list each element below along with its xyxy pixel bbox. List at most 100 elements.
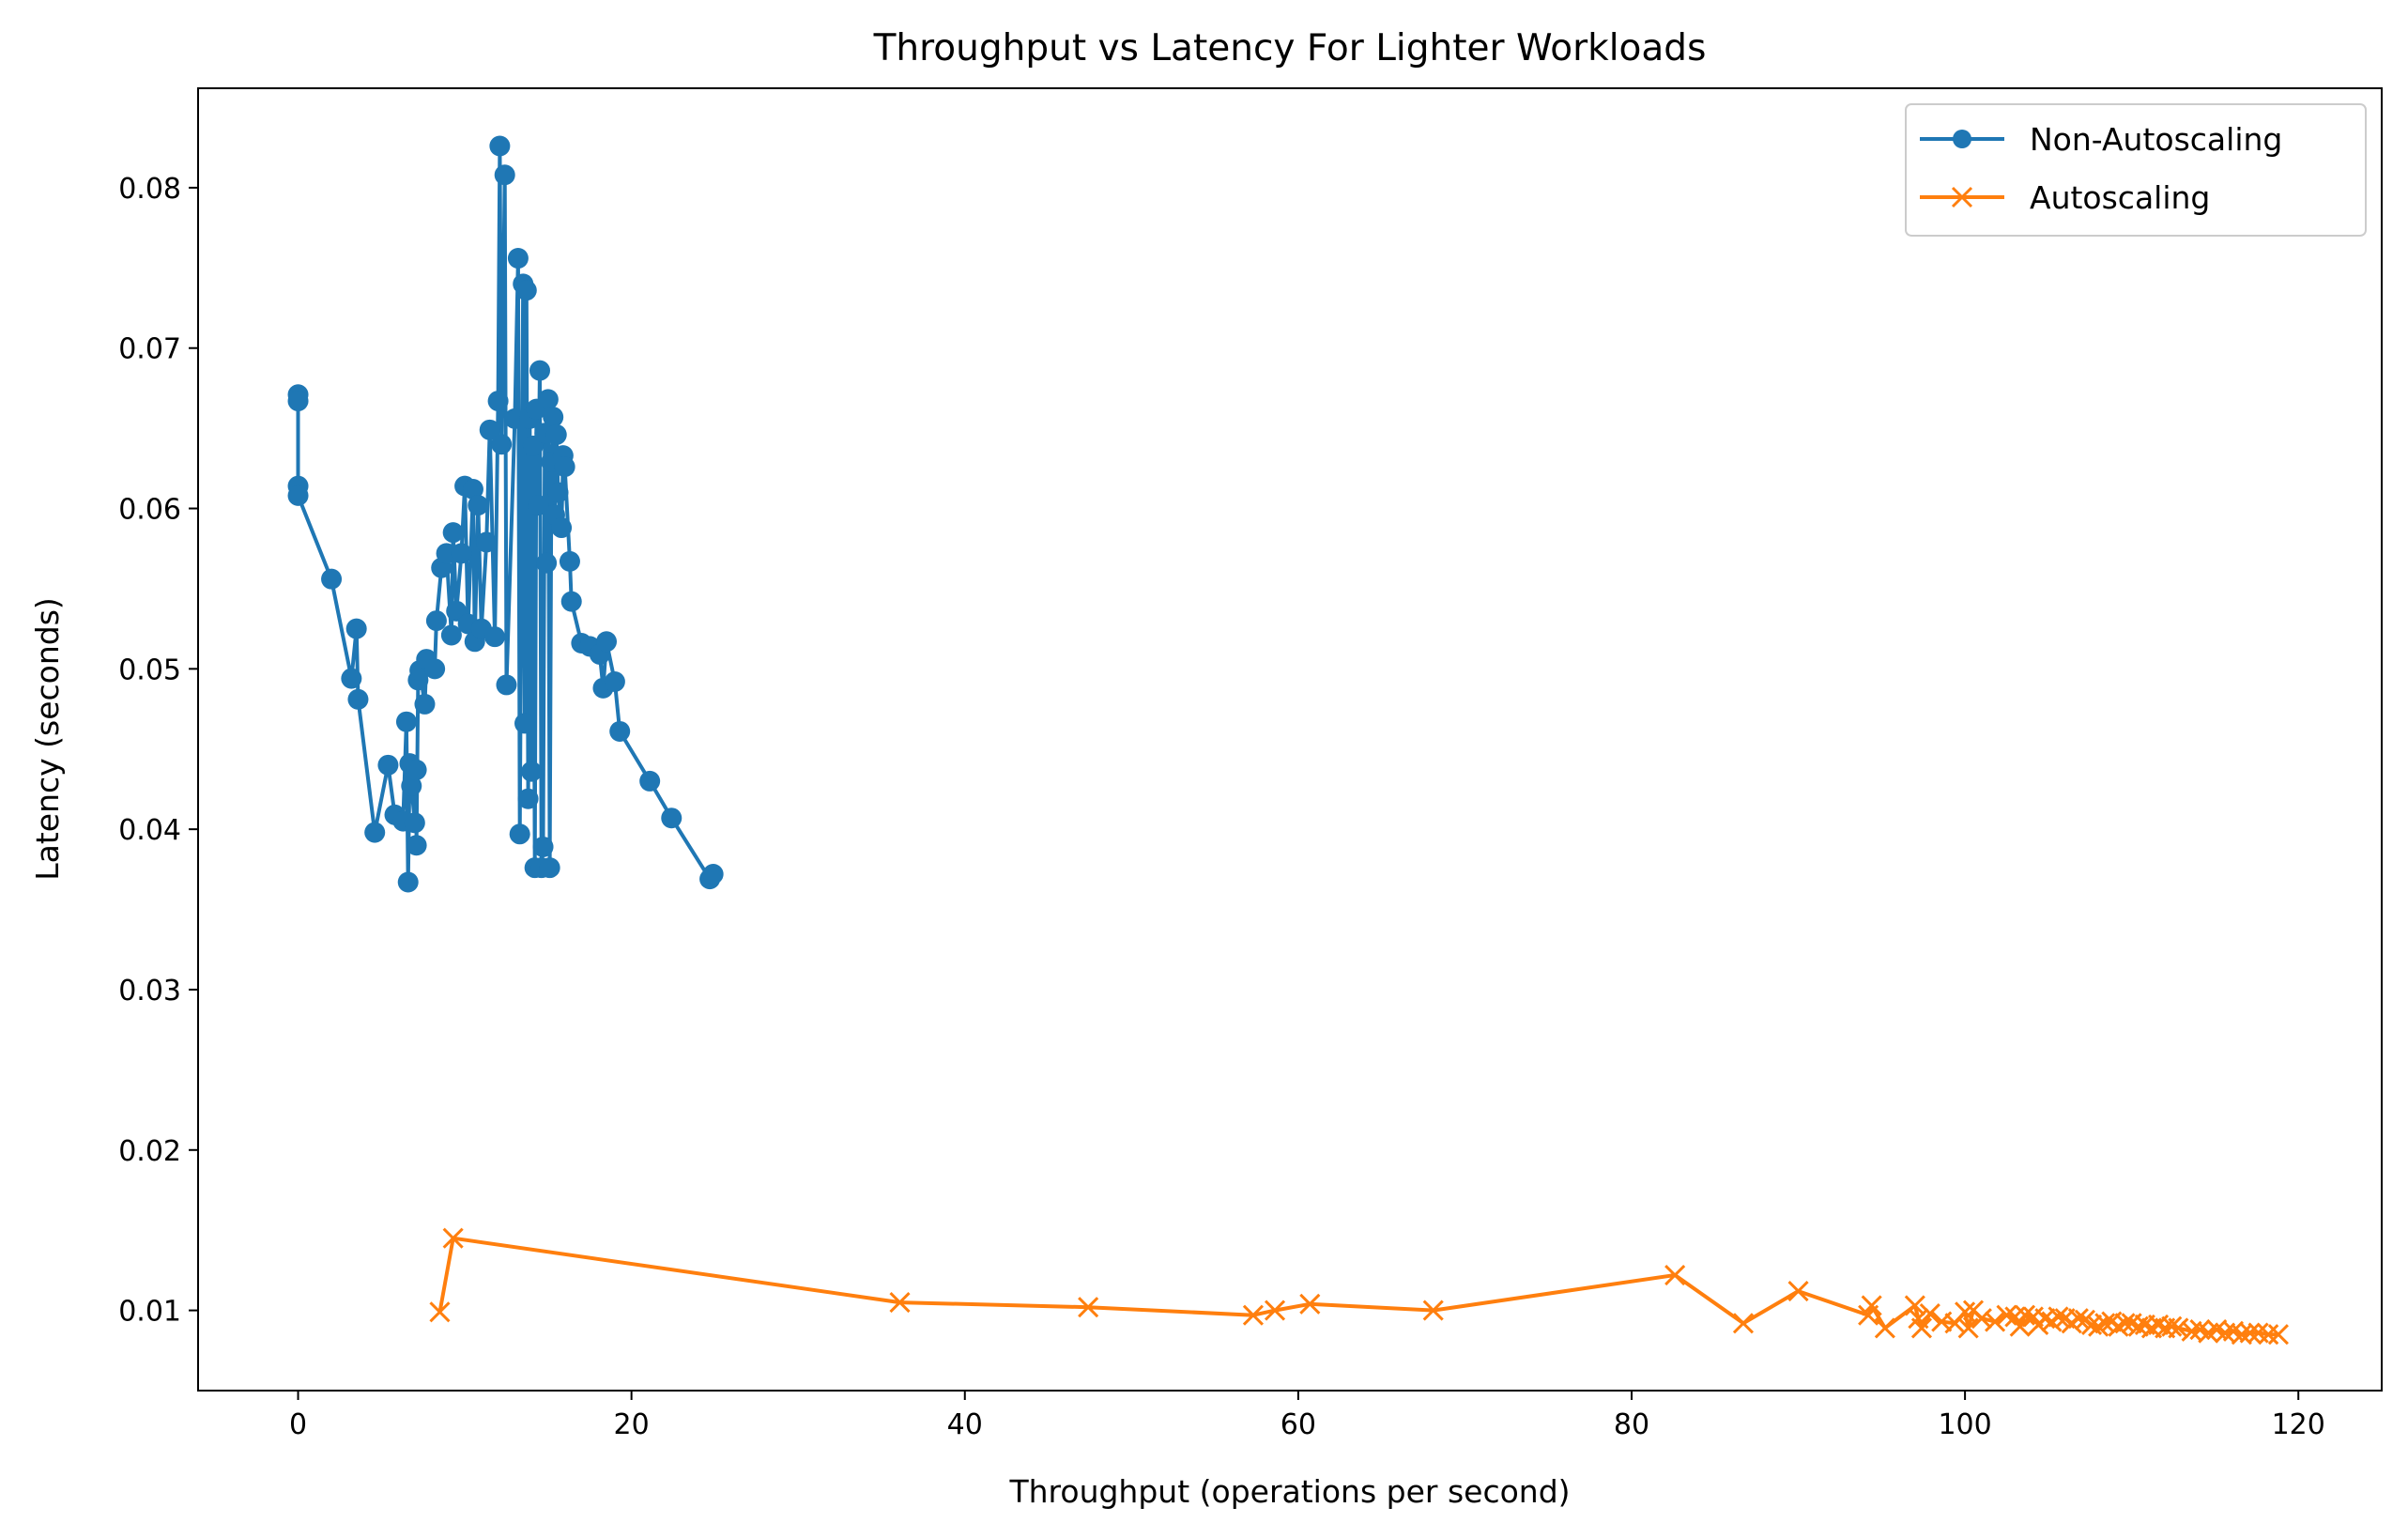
x-tick-label: 60 [1281, 1408, 1316, 1441]
data-point [491, 434, 513, 455]
legend-label-non-autoscaling: Non-Autoscaling [2030, 121, 2282, 158]
data-point [1664, 1264, 1686, 1286]
x-tick-label: 40 [947, 1408, 983, 1441]
y-tick-label: 0.04 [118, 814, 181, 847]
data-point [377, 754, 399, 776]
data-point [2267, 1324, 2289, 1346]
data-point [436, 543, 457, 564]
data-point [487, 391, 509, 412]
x-tick-label: 20 [614, 1408, 650, 1441]
data-point [2014, 1304, 2036, 1326]
data-point [462, 479, 483, 500]
data-point [1985, 1311, 2006, 1332]
data-point [551, 517, 573, 539]
data-point [2168, 1317, 2189, 1339]
data-point [889, 1291, 911, 1314]
data-point [1971, 1308, 1992, 1330]
data-point [440, 624, 462, 646]
data-point [287, 391, 309, 412]
legend: Non-Autoscaling Autoscaling [1905, 103, 2367, 237]
data-point [2258, 1324, 2279, 1346]
data-point [543, 407, 564, 428]
x-axis-ticks: 0 20 40 60 80 100 120 [289, 1391, 2325, 1441]
y-axis-label: Latency (seconds) [29, 597, 66, 881]
data-point [2181, 1320, 2202, 1342]
x-tick-label: 100 [1938, 1408, 1991, 1441]
data-point [2161, 1315, 2183, 1337]
data-point [2108, 1315, 2129, 1337]
data-point [537, 389, 559, 410]
x-tick-label: 0 [289, 1408, 307, 1441]
data-point [397, 871, 419, 893]
data-point [406, 759, 427, 780]
data-point [321, 568, 343, 590]
data-point [528, 495, 549, 516]
y-tick-label: 0.01 [118, 1296, 181, 1329]
data-point [596, 631, 618, 653]
data-point [509, 823, 530, 845]
data-point [1422, 1300, 1444, 1321]
data-point [609, 720, 631, 742]
data-point [529, 360, 550, 381]
data-point [2088, 1315, 2109, 1337]
data-point [287, 484, 309, 506]
data-point [1242, 1304, 1265, 1326]
data-point [1919, 1302, 1940, 1325]
data-point [442, 1227, 464, 1249]
data-point [504, 408, 526, 429]
data-point [661, 807, 683, 829]
legend-box [1905, 103, 2367, 237]
data-point [702, 863, 724, 884]
data-point [395, 711, 417, 732]
data-point [479, 419, 500, 440]
data-point [1957, 1317, 1979, 1339]
data-point [1264, 1300, 1286, 1321]
series-autoscaling [429, 1227, 2289, 1346]
data-point [404, 812, 425, 834]
data-point [2009, 1315, 2031, 1337]
chart-title: Throughput vs Latency For Lighter Worklo… [873, 27, 1707, 69]
data-point [1861, 1295, 1882, 1316]
data-point [406, 835, 427, 856]
data-point [532, 836, 554, 857]
data-point [476, 531, 498, 553]
data-point [554, 456, 575, 478]
series-layer [287, 135, 2289, 1346]
y-tick-label: 0.02 [118, 1135, 181, 1168]
data-point [2048, 1306, 2069, 1328]
data-point [514, 713, 536, 734]
data-point [1299, 1293, 1321, 1315]
data-point [521, 761, 543, 782]
data-point [539, 857, 560, 879]
data-point [507, 248, 529, 269]
y-tick-label: 0.07 [118, 333, 181, 366]
x-tick-label: 80 [1614, 1408, 1649, 1441]
data-point [2114, 1313, 2136, 1334]
data-point [364, 822, 386, 843]
data-point [515, 280, 537, 301]
data-point [604, 671, 625, 693]
data-point [1910, 1317, 1933, 1339]
y-tick-label: 0.08 [118, 173, 181, 206]
data-point [1955, 1301, 1976, 1323]
y-axis-ticks: 0.01 0.02 0.03 0.04 0.05 0.06 0.07 0.08 [118, 173, 198, 1329]
data-point [559, 550, 580, 572]
data-point [468, 495, 489, 516]
plot-area-frame [197, 87, 2383, 1392]
data-point [536, 552, 558, 574]
data-point [442, 522, 464, 544]
legend-marker-autoscaling [1951, 186, 1973, 208]
x-axis-label: Throughput (operations per second) [1008, 1473, 1570, 1510]
series-non-autoscaling [287, 135, 724, 893]
data-point [424, 658, 446, 680]
data-point [494, 164, 515, 186]
legend-marker-non-autoscaling [1953, 130, 1971, 148]
data-point [1732, 1313, 1755, 1334]
data-point [2231, 1324, 2252, 1346]
data-point [1874, 1317, 1895, 1339]
data-point [414, 693, 436, 715]
data-point [639, 770, 661, 792]
data-point [545, 423, 567, 445]
data-point [347, 688, 369, 710]
